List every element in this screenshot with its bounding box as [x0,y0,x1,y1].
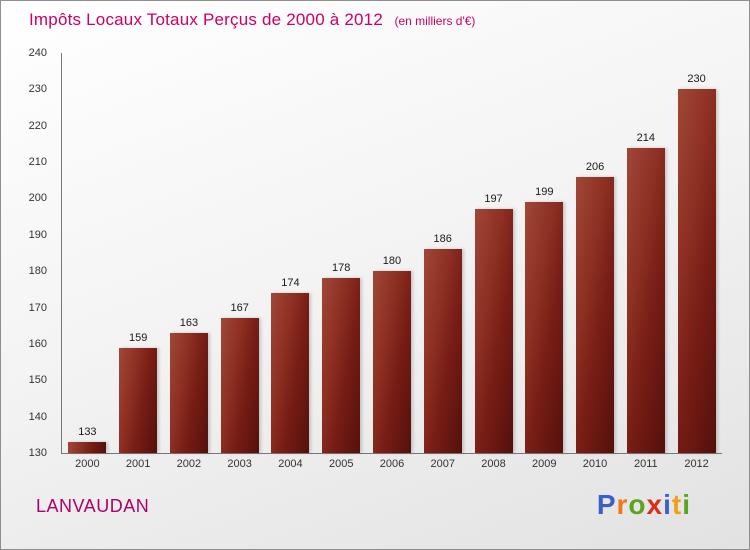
y-axis-tick-label: 210 [28,156,47,169]
bar [372,271,411,453]
y-axis-tick-label: 160 [28,337,47,350]
logo-letter: t [671,489,683,520]
x-axis-label: 2008 [481,458,506,470]
bar [677,89,716,453]
proxiti-logo: Proxiti [597,489,691,521]
bar-slot: 159 2001 [113,53,164,470]
x-axis-label: 2012 [684,458,709,470]
bar-value-label: 167 [230,302,249,314]
logo-letter: x [646,489,664,520]
y-axis-tick-label: 170 [28,301,47,314]
logo-letter: i [682,489,691,520]
plot-area: 133 2000 159 2001 163 2002 167 2003 174 2004 178 20… [61,53,722,470]
y-axis-tick-label: 190 [28,228,47,241]
bar-value-label: 186 [433,233,452,245]
x-axis-label: 2011 [633,458,658,470]
bar-slot: 180 2006 [367,53,418,470]
logo-letter: i [663,489,672,520]
bar [525,202,564,453]
y-axis-tick-label: 240 [28,47,47,59]
x-axis-label: 2004 [278,458,303,470]
bar [220,318,259,453]
bar [169,333,208,453]
bar-slot: 174 2004 [265,53,316,470]
place-name: LANVAUDAN [36,496,150,516]
y-axis-tick-label: 180 [28,265,47,278]
logo-letter: o [628,489,647,520]
bar-slot: 167 2003 [214,53,265,470]
chart-title: Impôts Locaux Totaux Perçus de 2000 à 20… [29,10,383,29]
bar-slot: 206 2010 [570,53,621,470]
bar-value-label: 230 [687,73,706,85]
x-axis-label: 2002 [176,458,202,470]
bar-value-label: 180 [382,255,402,267]
x-axis-label: 2007 [430,458,455,470]
bar [423,249,462,453]
bar-value-label: 163 [179,317,199,329]
x-axis-label: 2000 [75,458,100,470]
bar-value-label: 178 [332,262,351,274]
chart-header: Impôts Locaux Totaux Perçus de 2000 à 20… [29,10,475,30]
bar [322,278,361,453]
bars-container: 133 2000 159 2001 163 2002 167 2003 174 2004 178 20… [62,53,722,470]
x-axis-label: 2005 [328,458,354,470]
bar [119,348,158,453]
bar [626,148,665,453]
bar-slot: 163 2002 [164,53,215,470]
x-axis-label: 2006 [379,458,405,470]
y-axis: 240 230 220 210 200 190 180 170 160 150 140 130 [1,47,55,459]
y-axis-tick-label: 220 [28,119,47,132]
bar-value-label: 174 [281,277,300,289]
x-axis-label: 2001 [125,458,151,470]
x-axis-label: 2010 [582,458,608,470]
y-axis-tick-label: 230 [28,83,47,96]
x-axis-label: 2003 [227,458,252,470]
bar [474,209,513,453]
bar [271,293,310,453]
y-axis-tick-label: 150 [28,374,47,387]
bar-value-label: 206 [585,161,605,173]
chart-subtitle: (en milliers d'€) [394,14,476,28]
y-axis-tick-label: 130 [28,447,47,459]
bar-value-label: 159 [128,332,148,344]
bar-slot: 178 2005 [316,53,367,470]
bar-slot: 199 2009 [519,53,570,470]
bar-value-label: 199 [535,186,554,198]
bar-slot: 230 2012 [671,53,722,470]
logo-letter: P [596,489,617,520]
bar-slot: 186 2007 [417,53,468,470]
bar-value-label: 133 [78,426,97,438]
bar-slot: 214 2011 [620,53,671,470]
y-axis-tick-label: 140 [28,410,47,423]
bar [68,442,107,453]
bar-slot: 197 2008 [468,53,519,470]
x-axis-label: 2009 [532,458,557,470]
bar-slot: 133 2000 [62,53,113,470]
y-axis-tick-label: 200 [28,192,47,205]
logo-letter: r [616,489,629,520]
bar-value-label: 214 [636,132,655,144]
bar [576,177,615,453]
bar-value-label: 197 [484,193,503,205]
